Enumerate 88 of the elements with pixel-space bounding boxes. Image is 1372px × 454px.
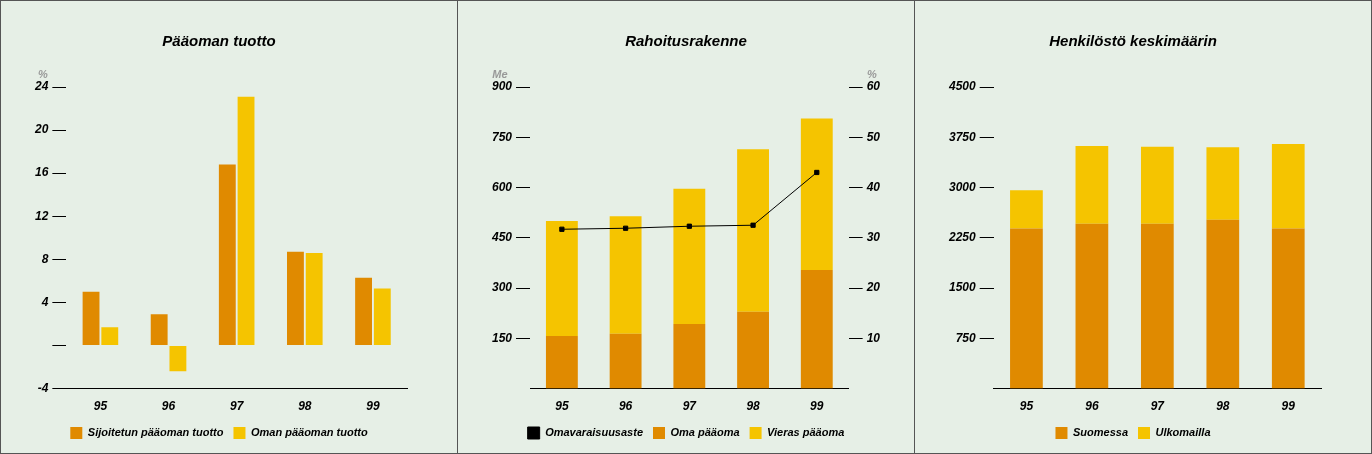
x-tick-label: 98 [298, 399, 312, 414]
bar [1271, 228, 1305, 389]
point [559, 226, 565, 232]
x-tick-label: 99 [1281, 399, 1296, 414]
bar [305, 252, 323, 346]
bar [101, 327, 119, 346]
y-tick-label: 24 [33, 79, 49, 94]
bar [545, 335, 578, 389]
bar [373, 288, 391, 346]
y-axis-title: Me [492, 68, 508, 81]
y-tick-label: 20 [33, 122, 49, 137]
bar [737, 149, 769, 312]
chart-title: Henkilöstö keskimäärin [1049, 32, 1217, 50]
bar [673, 188, 706, 324]
legend-label: Oma pääoma [670, 426, 740, 439]
y-tick-label: 8 [41, 251, 49, 266]
legend-label: Vieras pääoma [767, 426, 845, 439]
bar [545, 221, 578, 336]
bar [1206, 147, 1240, 220]
y-tick-label: 750 [955, 330, 977, 345]
bar [673, 323, 706, 389]
x-tick-label: 99 [366, 399, 380, 414]
x-tick-label: 96 [618, 399, 633, 414]
y-axis-title: % [38, 68, 49, 81]
x-tick-label: 98 [1216, 399, 1230, 414]
bar [1140, 223, 1174, 389]
bar [1271, 143, 1305, 229]
y2-tick-label: 50 [866, 129, 881, 144]
x-tick-label: 97 [682, 399, 698, 414]
x-tick-label: 95 [555, 399, 569, 414]
bar [800, 118, 833, 270]
x-tick-label: 97 [1150, 399, 1166, 414]
x-tick-label: 98 [746, 399, 761, 414]
bar [237, 96, 255, 346]
y-tick-label: 3750 [948, 129, 977, 144]
y-tick-label: 600 [491, 179, 513, 194]
bar [1075, 223, 1109, 389]
bar [1075, 145, 1109, 224]
y-tick-label: 1500 [948, 280, 977, 295]
bar [82, 291, 100, 346]
bar [1206, 219, 1240, 389]
y-tick-label: 4 [40, 294, 49, 309]
y-tick-label: -4 [37, 380, 49, 395]
point [686, 223, 692, 229]
legend-label: Sijoitetun pääoman tuotto [87, 426, 224, 439]
legend-label: Oman pääoman tuotto [250, 426, 368, 439]
bar [737, 311, 769, 389]
y-tick-label: 750 [491, 129, 513, 144]
y2-tick-label: 20 [865, 280, 881, 295]
point [622, 225, 629, 231]
bar [1010, 190, 1043, 229]
x-tick-label: 96 [161, 399, 176, 414]
x-tick-label: 95 [1019, 399, 1034, 414]
y2-tick-label: 30 [866, 230, 881, 245]
bar [287, 251, 304, 346]
bar [609, 333, 642, 389]
y-tick-label: 300 [491, 280, 513, 295]
bar [609, 216, 642, 334]
bar [218, 164, 236, 346]
bar [800, 269, 833, 389]
point [814, 169, 820, 176]
y-tick-label: 450 [490, 230, 513, 245]
legend-label: Omavaraisuusaste [545, 426, 644, 439]
x-tick-label: 96 [1085, 399, 1099, 414]
y-tick-label: 900 [491, 79, 513, 94]
x-tick-label: 99 [810, 399, 824, 414]
y-tick-label: 12 [34, 208, 49, 223]
y2-axis-title: % [867, 68, 878, 81]
x-tick-label: 95 [93, 399, 108, 414]
y2-tick-label: 40 [865, 179, 881, 194]
bar [355, 277, 372, 346]
x-tick-label: 97 [229, 399, 245, 414]
bar [1010, 228, 1043, 389]
y-tick-label: 150 [491, 330, 513, 345]
bar [150, 314, 168, 346]
chart-title: Pääoman tuotto [162, 32, 276, 50]
y-tick-label: 2250 [947, 230, 977, 245]
bar [1140, 146, 1174, 224]
y-tick-label: 3000 [948, 179, 977, 194]
bar [169, 346, 187, 372]
y2-tick-label: 60 [866, 79, 881, 94]
chart-title: Rahoitusrakenne [625, 32, 747, 50]
y-tick-label: 4500 [947, 79, 977, 94]
point [750, 222, 756, 228]
y-tick-label: 16 [34, 165, 49, 180]
y2-tick-label: 10 [866, 330, 881, 345]
legend-label: Suomessa [1072, 426, 1129, 439]
legend-label: Ulkomailla [1155, 426, 1211, 439]
